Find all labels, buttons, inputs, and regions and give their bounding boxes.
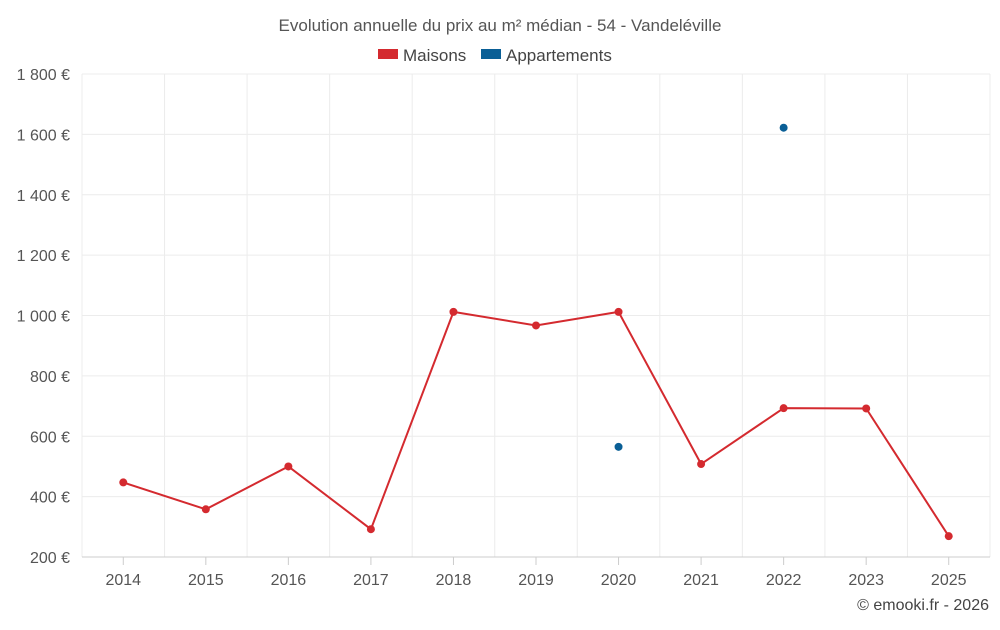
y-axis-ticks: 200 € 400 € 600 € 800 € 1 000 € 1 200 € 1 400 … [17, 67, 70, 567]
data-point-maisons[interactable] [284, 462, 293, 471]
data-point-maisons[interactable] [944, 532, 953, 541]
y-tick-label: 800 € [30, 369, 70, 386]
x-tick-label: 2023 [848, 572, 884, 589]
data-point-appartements[interactable] [779, 123, 788, 132]
data-point-maisons[interactable] [449, 307, 458, 316]
data-point-maisons[interactable] [532, 321, 540, 330]
chart-title: Evolution annuelle du prix au m² médian … [279, 16, 722, 35]
legend-item-maisons[interactable]: Maisons [378, 46, 466, 65]
y-tick-label: 600 € [30, 429, 70, 446]
x-tick-label: 2022 [766, 572, 802, 589]
x-tick-label: 2020 [601, 572, 637, 589]
y-tick-label: 400 € [30, 490, 70, 507]
x-tick-label: 2014 [105, 572, 141, 589]
data-point-maisons[interactable] [779, 404, 788, 413]
x-tick-label: 2019 [518, 572, 554, 589]
grid [81, 73, 991, 557]
data-point-appartements[interactable] [614, 442, 623, 451]
data-point-maisons[interactable] [119, 478, 128, 487]
y-tick-label: 1 400 € [17, 188, 70, 205]
y-tick-label: 1 600 € [17, 127, 70, 144]
y-tick-label: 1 200 € [17, 248, 70, 265]
data-point-maisons[interactable] [201, 505, 210, 514]
x-tick-label: 2016 [271, 572, 307, 589]
legend-swatch-appartements [481, 49, 501, 59]
x-tick-label: 2021 [683, 572, 719, 589]
legend-item-appartements[interactable]: Appartements [481, 46, 612, 65]
x-tick-label: 2025 [931, 572, 967, 589]
x-tick-label: 2015 [188, 572, 224, 589]
data-point-maisons[interactable] [366, 525, 375, 534]
x-tick-label: 2017 [353, 572, 389, 589]
legend-label-appartements: Appartements [506, 46, 612, 65]
legend: Maisons Appartements [378, 46, 612, 65]
x-tick-label: 2018 [436, 572, 472, 589]
y-tick-label: 1 800 € [17, 67, 70, 84]
axes [82, 556, 990, 565]
data-point-maisons[interactable] [614, 307, 623, 316]
x-axis-ticks: 2014 2015 2016 2017 2018 2019 2020 2021 2022 2023… [105, 572, 966, 589]
legend-label-maisons: Maisons [403, 46, 466, 65]
series [119, 123, 953, 541]
y-tick-label: 200 € [30, 550, 70, 567]
legend-swatch-maisons [378, 49, 398, 59]
y-tick-label: 1 000 € [17, 309, 70, 326]
data-point-maisons[interactable] [697, 460, 706, 469]
credit-text: © emooki.fr - 2026 [857, 597, 989, 614]
data-point-maisons[interactable] [862, 404, 871, 413]
